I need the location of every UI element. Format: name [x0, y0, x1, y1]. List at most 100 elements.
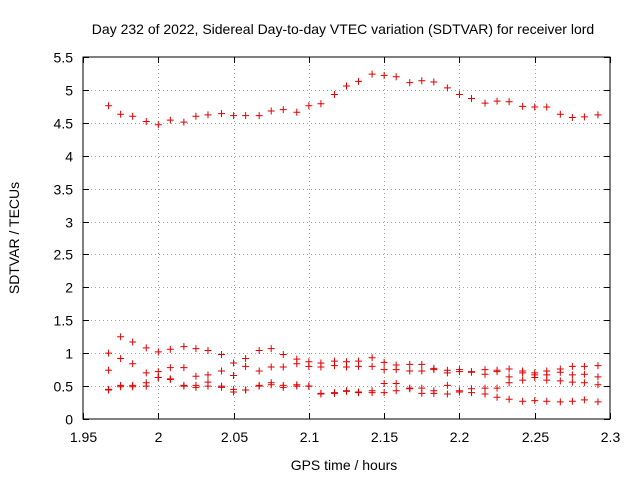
series-series-4 — [105, 374, 602, 397]
data-point — [406, 360, 414, 368]
data-point — [380, 358, 388, 366]
x-tick-label: 2.05 — [221, 429, 248, 445]
chart-title: Day 232 of 2022, Sidereal Day-to-day VTE… — [92, 21, 594, 37]
data-point — [317, 100, 325, 108]
data-point — [455, 368, 463, 376]
data-point — [166, 116, 174, 124]
data-point — [580, 362, 588, 370]
data-point — [166, 376, 174, 384]
y-tick-label: 5.5 — [54, 50, 74, 66]
data-point — [481, 390, 489, 398]
data-point — [418, 367, 426, 375]
data-point — [218, 383, 226, 391]
data-point — [267, 345, 275, 353]
data-point — [279, 363, 287, 371]
data-point — [230, 112, 238, 120]
data-point — [568, 371, 576, 379]
data-point — [293, 360, 301, 368]
data-point — [142, 369, 150, 377]
data-point — [305, 382, 313, 390]
series-series-2 — [105, 333, 602, 377]
data-point — [580, 396, 588, 404]
data-point — [543, 376, 551, 384]
data-point — [430, 389, 438, 397]
y-tick-label: 1.5 — [54, 313, 74, 329]
y-tick-label: 1 — [65, 346, 73, 362]
data-point — [368, 362, 376, 370]
data-point — [154, 348, 162, 356]
data-point — [380, 389, 388, 397]
data-point — [594, 373, 602, 381]
y-tick-label: 0 — [65, 412, 73, 428]
y-tick-label: 3.5 — [54, 182, 74, 198]
data-point — [467, 368, 475, 376]
data-point — [455, 388, 463, 396]
data-point — [594, 362, 602, 370]
data-point — [180, 343, 188, 351]
data-point — [105, 102, 113, 110]
data-point — [105, 349, 113, 357]
data-point — [493, 368, 501, 376]
data-point — [467, 94, 475, 102]
data-point — [242, 354, 250, 362]
data-point — [543, 103, 551, 111]
data-point — [443, 84, 451, 92]
data-point — [142, 118, 150, 126]
data-point — [580, 370, 588, 378]
data-point — [242, 362, 250, 370]
data-point — [418, 389, 426, 397]
data-point — [117, 383, 125, 391]
data-point — [443, 390, 451, 398]
data-point — [380, 379, 388, 387]
data-point — [117, 333, 125, 341]
data-point — [392, 73, 400, 81]
series-series-5 — [105, 374, 602, 406]
data-point — [129, 360, 137, 368]
data-point — [154, 121, 162, 129]
data-point — [368, 389, 376, 397]
data-point — [242, 386, 250, 394]
data-point — [556, 377, 564, 385]
data-point — [493, 97, 501, 105]
data-point — [519, 369, 527, 377]
data-point — [317, 390, 325, 398]
data-point — [443, 369, 451, 377]
data-point — [255, 382, 263, 390]
data-point — [355, 77, 363, 85]
data-point — [481, 99, 489, 107]
data-point — [330, 91, 338, 99]
y-tick-label: 3 — [65, 215, 73, 231]
data-point — [192, 383, 200, 391]
data-point — [129, 338, 137, 346]
data-point — [392, 366, 400, 374]
data-point — [218, 350, 226, 358]
data-point — [330, 389, 338, 397]
data-point — [192, 372, 200, 380]
data-point — [430, 78, 438, 86]
data-point — [505, 379, 513, 387]
data-point — [568, 397, 576, 405]
y-tick-label: 4 — [65, 149, 73, 165]
data-point — [317, 363, 325, 371]
data-point — [519, 376, 527, 384]
data-point — [343, 363, 350, 371]
data-point — [380, 366, 388, 374]
data-point — [556, 368, 564, 376]
y-tick-label: 2.5 — [54, 247, 74, 263]
x-tick-label: 2.2 — [450, 429, 470, 445]
y-tick-label: 0.5 — [54, 379, 74, 395]
data-point — [255, 347, 263, 355]
data-point — [267, 379, 275, 387]
data-point — [192, 345, 200, 353]
data-point — [543, 397, 551, 405]
x-tick-label: 2.1 — [300, 429, 320, 445]
y-tick-label: 2 — [65, 280, 73, 296]
data-point — [406, 79, 414, 87]
data-point — [343, 82, 350, 90]
data-point — [505, 373, 513, 381]
x-tick-labels: 1.95 2 2.05 2.1 2.15 2.2 2.25 2.3 — [70, 429, 621, 445]
data-point — [505, 395, 513, 403]
data-point — [255, 367, 263, 375]
data-point — [568, 114, 576, 122]
